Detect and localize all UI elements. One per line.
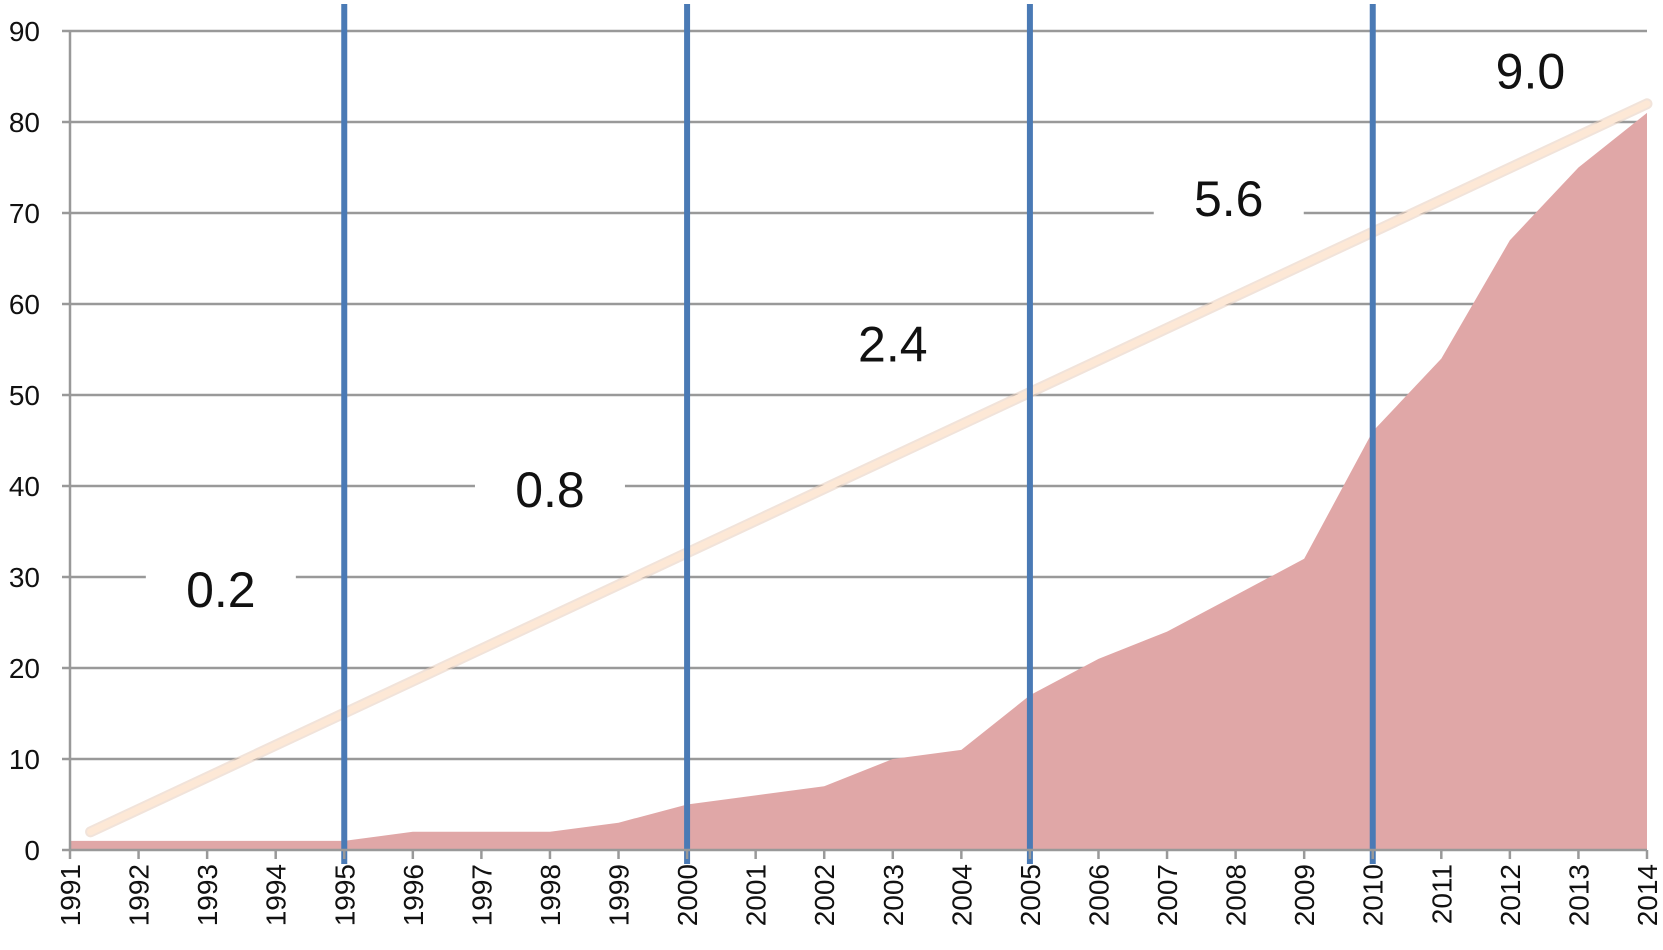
vertical-markers [341, 4, 1376, 864]
x-tick-label-1993: 1993 [192, 864, 223, 926]
x-tick-label-2008: 2008 [1221, 864, 1252, 926]
x-tick-label-2000: 2000 [672, 864, 703, 926]
gridlines [70, 29, 1647, 761]
x-tick-label-2009: 2009 [1289, 864, 1320, 926]
x-tick-label-2012: 2012 [1495, 864, 1526, 926]
period-label-bg-0 [145, 559, 296, 620]
x-tick-label-1999: 1999 [604, 864, 635, 926]
x-tick-label-2011: 2011 [1426, 864, 1457, 924]
x-tick-label-2010: 2010 [1358, 864, 1389, 926]
period-label-0: 0.2 [186, 562, 256, 618]
trend-line-group [85, 98, 1653, 838]
x-tick-label-1998: 1998 [535, 864, 566, 926]
period-label-2: 2.4 [858, 317, 928, 373]
y-tick-label-60: 60 [9, 289, 40, 320]
y-tick-label-40: 40 [9, 471, 40, 502]
period-label-bg-2 [817, 313, 968, 374]
x-tick-label-2002: 2002 [809, 864, 840, 926]
period-label-1: 0.8 [515, 462, 585, 518]
area-series [70, 112, 1647, 850]
x-tick-label-1997: 1997 [466, 864, 497, 926]
x-tick-label-1994: 1994 [261, 864, 292, 926]
period-label-bg-4 [1455, 40, 1606, 101]
x-tick-label-2001: 2001 [741, 864, 772, 926]
y-tick-label-20: 20 [9, 653, 40, 684]
y-tick-label-50: 50 [9, 380, 40, 411]
x-tick-label-1991: 1991 [55, 864, 86, 926]
period-label-4: 9.0 [1496, 44, 1566, 100]
x-tick-label-2013: 2013 [1563, 864, 1594, 926]
x-tick-label-1992: 1992 [124, 864, 155, 926]
y-tick-label-70: 70 [9, 198, 40, 229]
period-label-bg-1 [474, 459, 625, 520]
y-tick-label-30: 30 [9, 562, 40, 593]
period-label-3: 5.6 [1194, 171, 1264, 227]
x-tick-label-2005: 2005 [1015, 864, 1046, 926]
x-tick-label-2004: 2004 [946, 864, 977, 926]
x-tick-label-1996: 1996 [398, 864, 429, 926]
y-tick-label-0: 0 [24, 835, 40, 866]
y-tick-label-80: 80 [9, 107, 40, 138]
period-label-bg-3 [1153, 167, 1304, 228]
y-tick-label-10: 10 [9, 744, 40, 775]
axes [62, 29, 1649, 859]
area-fill [70, 112, 1647, 850]
x-tick-label-2003: 2003 [878, 864, 909, 926]
x-tick-label-2014: 2014 [1632, 864, 1663, 926]
x-tick-label-1995: 1995 [329, 864, 360, 926]
y-tick-label-90: 90 [9, 16, 40, 47]
trend-line [87, 100, 1651, 836]
x-tick-label-2006: 2006 [1083, 864, 1114, 926]
x-tick-labels: 1991 1992 1993 1994 1995 1996 1997 1998 1999 2000… [55, 864, 1663, 926]
x-tick-label-2007: 2007 [1152, 864, 1183, 926]
period-labels: 0.2 0.8 2.4 5.6 9.0 [145, 40, 1606, 620]
y-tick-labels: 0 10 20 30 40 50 60 70 80 90 [9, 16, 40, 866]
